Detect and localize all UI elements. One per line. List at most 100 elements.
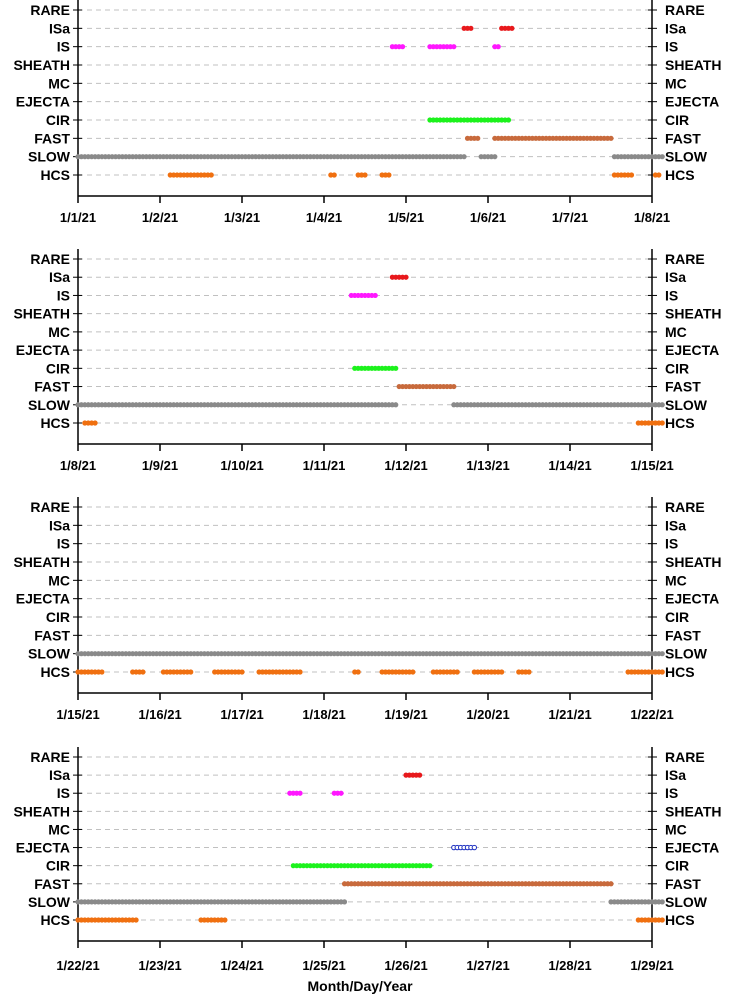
data-point-hcs	[222, 917, 228, 923]
category-label-right: MC	[665, 572, 687, 588]
category-label-right: HCS	[665, 167, 695, 183]
data-point-hcs	[628, 172, 635, 178]
category-label-right: CIR	[665, 112, 689, 128]
category-label-left: IS	[57, 536, 70, 552]
category-label-left: EJECTA	[16, 94, 70, 110]
category-label-left: MC	[48, 572, 70, 588]
category-label-left: MC	[48, 324, 70, 340]
category-label-left: ISa	[49, 20, 70, 36]
category-label-left: RARE	[30, 749, 70, 765]
category-label-right: EJECTA	[665, 840, 719, 856]
category-label-left: CIR	[46, 858, 70, 874]
data-point-is	[399, 44, 406, 50]
data-point-hcs	[410, 669, 416, 675]
category-label-right: SHEATH	[665, 57, 722, 73]
x-tick-label: 1/28/21	[548, 958, 591, 973]
data-point-slow	[659, 899, 665, 905]
panel-4: RARE RARE ISa ISa IS IS SHEATH SHEATH MC MC EJECTA…	[13, 747, 722, 973]
category-label-left: ISa	[49, 517, 70, 533]
category-label-right: SLOW	[665, 397, 708, 413]
x-tick-label: 1/8/21	[60, 458, 96, 473]
category-label-left: SLOW	[28, 397, 71, 413]
data-point-hcs	[656, 172, 662, 178]
data-point-cir	[427, 863, 433, 869]
data-point-hcs	[140, 669, 146, 675]
x-tick-label: 1/12/21	[384, 458, 427, 473]
category-label-right: IS	[665, 785, 678, 801]
data-point-hcs	[526, 669, 532, 675]
x-tick-label: 1/25/21	[302, 958, 345, 973]
data-point-hcs	[659, 917, 665, 923]
x-tick-label: 1/15/21	[56, 707, 99, 722]
data-point-fast	[608, 135, 614, 141]
data-point-isa	[417, 772, 423, 778]
category-label-left: SHEATH	[13, 554, 70, 570]
data-point-hcs	[239, 669, 245, 675]
data-point-slow	[492, 154, 498, 160]
category-label-left: EJECTA	[16, 591, 70, 607]
x-tick-label: 1/26/21	[384, 958, 427, 973]
category-label-left: EJECTA	[16, 840, 70, 856]
x-tick-label: 1/6/21	[470, 210, 506, 225]
category-label-right: ISa	[665, 20, 686, 36]
data-point-isa	[509, 25, 515, 31]
category-label-right: IS	[665, 39, 678, 55]
category-label-left: FAST	[34, 130, 70, 146]
data-point-hcs	[331, 172, 337, 178]
category-label-left: SHEATH	[13, 803, 70, 819]
data-point-cir	[505, 117, 512, 123]
category-label-right: MC	[665, 75, 687, 91]
x-axis-title: Month/Day/Year	[307, 978, 413, 994]
data-point-hcs	[659, 420, 665, 426]
category-label-right: SHEATH	[665, 306, 722, 322]
data-point-is	[372, 292, 378, 299]
data-point-hcs	[454, 669, 460, 675]
category-label-right: HCS	[665, 415, 695, 431]
category-label-right: FAST	[665, 130, 701, 146]
category-label-left: IS	[57, 785, 70, 801]
category-label-right: ISa	[665, 517, 686, 533]
category-label-right: ISa	[665, 269, 686, 285]
category-label-right: MC	[665, 821, 687, 837]
x-tick-label: 1/27/21	[466, 958, 509, 973]
data-point-ejecta	[471, 844, 478, 851]
data-point-slow	[461, 154, 467, 160]
x-tick-label: 1/4/21	[306, 210, 342, 225]
data-point-hcs	[355, 669, 361, 675]
category-label-left: MC	[48, 75, 70, 91]
x-tick-label: 1/1/21	[60, 210, 96, 225]
category-label-right: CIR	[665, 609, 689, 625]
data-point-hcs	[208, 172, 214, 178]
data-point-fast	[475, 135, 481, 141]
panel-2: RARE RARE ISa ISa IS IS SHEATH SHEATH MC MC EJECTA…	[13, 249, 722, 473]
category-label-left: RARE	[30, 2, 70, 18]
data-point-hcs	[297, 669, 303, 675]
category-label-left: FAST	[34, 876, 70, 892]
category-label-left: SLOW	[28, 646, 71, 662]
category-label-left: HCS	[40, 167, 70, 183]
category-label-right: MC	[665, 324, 687, 340]
category-label-left: CIR	[46, 112, 70, 128]
x-tick-label: 1/10/21	[220, 458, 263, 473]
category-label-right: FAST	[665, 379, 701, 395]
x-tick-label: 1/29/21	[630, 958, 673, 973]
x-tick-label: 1/21/21	[548, 707, 591, 722]
panel-1: RARE RARE ISa ISa IS IS SHEATH SHEATH MC MC EJECTA…	[13, 0, 722, 225]
category-label-right: RARE	[665, 2, 705, 18]
x-tick-label: 1/2/21	[142, 210, 178, 225]
data-point-slow	[341, 899, 348, 905]
category-label-left: IS	[57, 39, 70, 55]
data-point-isa	[468, 25, 474, 31]
category-label-right: ISa	[665, 767, 686, 783]
x-tick-label: 1/8/21	[634, 210, 670, 225]
category-label-left: FAST	[34, 627, 70, 643]
category-label-left: RARE	[30, 499, 70, 515]
data-point-is	[338, 790, 344, 796]
category-label-right: RARE	[665, 499, 705, 515]
data-point-hcs	[188, 669, 194, 675]
category-label-left: FAST	[34, 379, 70, 395]
data-point-fast	[451, 383, 457, 390]
category-label-left: CIR	[46, 360, 70, 376]
data-point-fast	[608, 881, 614, 887]
data-point-slow	[659, 651, 665, 657]
